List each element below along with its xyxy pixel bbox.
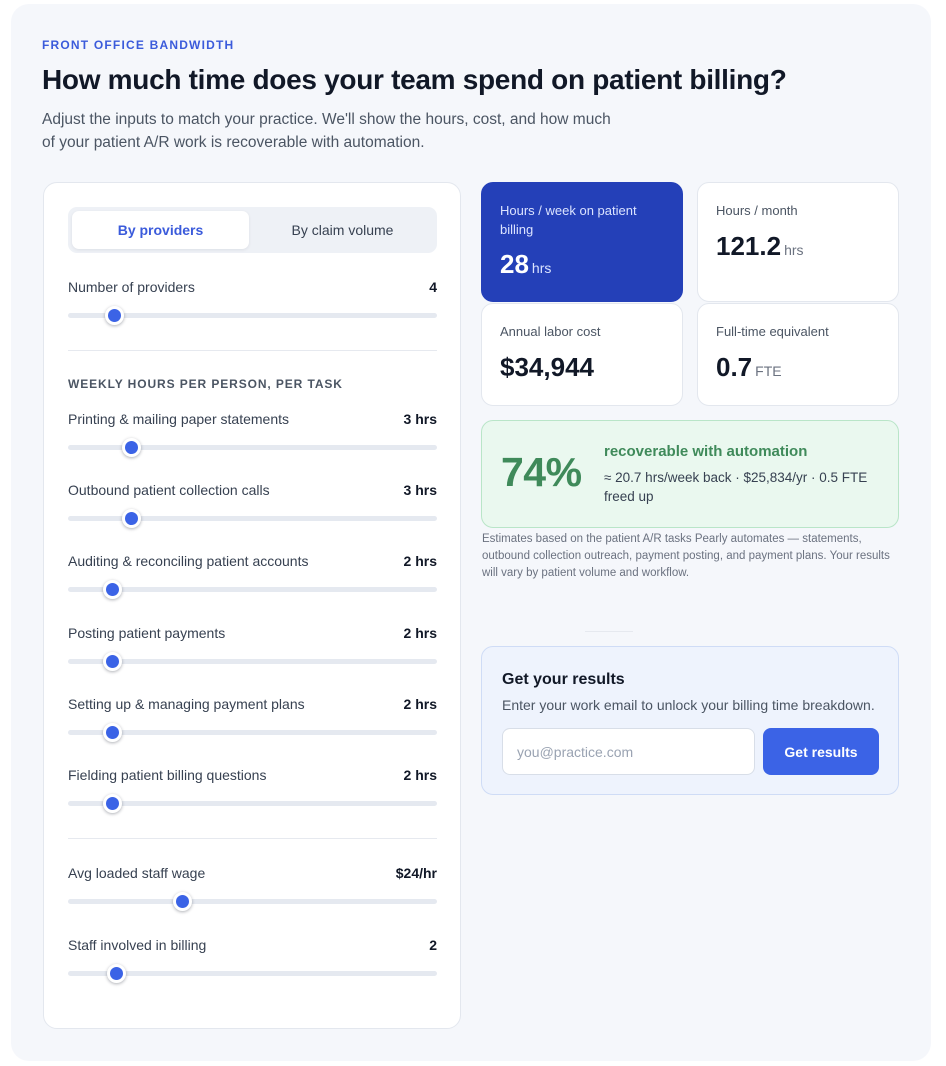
task-label: Outbound patient collection calls: [68, 482, 270, 498]
get-results-button[interactable]: Get results: [763, 728, 879, 775]
recoverable-detail: ≈ 20.7 hrs/week back · $25,834/yr · 0.5 …: [604, 470, 868, 504]
wage-slider-track[interactable]: [68, 899, 437, 904]
estimate-footnote: Estimates based on the patient A/R tasks…: [482, 533, 890, 579]
hours-week-value: 28 hrs: [500, 249, 552, 279]
labor-cost-card: Annual labor cost $34,944: [481, 303, 683, 406]
hours-week-card: Hours / week on patient billing 28 hrs: [481, 182, 683, 302]
task-label: Setting up & managing payment plans: [68, 696, 305, 712]
labor-cost-value: $34,944: [500, 352, 594, 382]
providers-slider-thumb[interactable]: [105, 306, 125, 325]
recoverable-percent: 74%: [501, 449, 582, 495]
task-value: 2 hrs: [403, 767, 437, 783]
staff-row: Staff involved in billing 2: [68, 937, 437, 983]
task-label: Posting patient payments: [68, 625, 226, 641]
task-slider-track[interactable]: [68, 516, 437, 521]
recoverable-heading: recoverable with automation: [604, 443, 808, 460]
staff-slider-track[interactable]: [68, 971, 437, 976]
fte-card: Full-time equivalent 0.7 FTE: [697, 303, 899, 406]
wage-row: Avg loaded staff wage $24/hr: [68, 865, 437, 911]
providers-value: 4: [429, 279, 437, 295]
task-slider-track[interactable]: [68, 445, 437, 450]
fte-value: 0.7 FTE: [716, 352, 782, 382]
divider: [68, 350, 437, 351]
calculator-page: FRONT OFFICE BANDWIDTH How much time doe…: [11, 4, 931, 1061]
task-slider-track[interactable]: [68, 587, 437, 592]
providers-slider-track[interactable]: [68, 313, 437, 318]
mode-tabs: By providers By claim volume: [68, 207, 437, 253]
email-input[interactable]: [502, 728, 755, 775]
wage-slider-thumb[interactable]: [173, 892, 193, 911]
task-slider-track[interactable]: [68, 801, 437, 806]
hours-month-card: Hours / month 121.2 hrs: [697, 182, 899, 302]
wage-label: Avg loaded staff wage: [68, 865, 206, 881]
fte-label: Full-time equivalent: [716, 324, 829, 339]
task-row: Printing & mailing paper statements 3 hr…: [68, 411, 437, 457]
tasks-heading: WEEKLY HOURS PER PERSON, PER TASK: [68, 377, 343, 391]
page-subtitle: Adjust the inputs to match your practice…: [42, 111, 611, 151]
task-slider-thumb[interactable]: [103, 580, 123, 599]
hours-week-unit: hrs: [531, 260, 552, 276]
task-slider-track[interactable]: [68, 659, 437, 664]
results-title: Get your results: [502, 671, 625, 688]
providers-label: Number of providers: [68, 279, 195, 295]
wage-value: $24/hr: [395, 865, 437, 881]
eyebrow: FRONT OFFICE BANDWIDTH: [42, 38, 235, 52]
page-title: How much time does your team spend on pa…: [42, 64, 787, 95]
task-label: Printing & mailing paper statements: [68, 411, 289, 427]
task-row: Posting patient payments 2 hrs: [68, 625, 437, 671]
task-row: Setting up & managing payment plans 2 hr…: [68, 696, 437, 742]
task-value: 3 hrs: [403, 482, 437, 498]
recoverable-card: 74% recoverable with automation ≈ 20.7 h…: [481, 420, 899, 528]
task-label: Fielding patient billing questions: [68, 767, 267, 783]
results-subtitle: Enter your work email to unlock your bil…: [502, 697, 875, 713]
staff-slider-thumb[interactable]: [106, 964, 126, 983]
divider: [585, 631, 633, 632]
tab-by-claim-volume[interactable]: By claim volume: [291, 222, 394, 238]
task-row: Auditing & reconciling patient accounts …: [68, 553, 437, 599]
tab-by-providers[interactable]: By providers: [72, 211, 249, 249]
hours-month-unit: hrs: [784, 242, 804, 258]
hours-week-label: Hours / week on patient billing: [500, 203, 637, 237]
results-form: Get your results Enter your work email t…: [481, 646, 899, 795]
task-value: 2 hrs: [403, 625, 437, 641]
task-label: Auditing & reconciling patient accounts: [68, 553, 309, 569]
fte-unit: FTE: [755, 363, 782, 379]
task-row: Fielding patient billing questions 2 hrs: [68, 767, 437, 813]
inputs-panel: By providers By claim volume Number of p…: [43, 182, 461, 1029]
task-value: 3 hrs: [403, 411, 437, 427]
labor-cost-label: Annual labor cost: [500, 324, 601, 339]
task-row: Outbound patient collection calls 3 hrs: [68, 482, 437, 528]
task-slider-thumb[interactable]: [103, 794, 123, 813]
staff-value: 2: [429, 937, 437, 953]
task-slider-track[interactable]: [68, 730, 437, 735]
task-value: 2 hrs: [403, 553, 437, 569]
task-value: 2 hrs: [403, 696, 437, 712]
providers-row: Number of providers 4: [68, 279, 437, 325]
divider: [68, 838, 437, 839]
task-slider-thumb[interactable]: [121, 438, 141, 457]
staff-label: Staff involved in billing: [68, 937, 207, 953]
task-slider-thumb[interactable]: [103, 652, 123, 671]
hours-month-value: 121.2 hrs: [716, 231, 804, 261]
task-slider-thumb[interactable]: [121, 509, 141, 528]
task-slider-thumb[interactable]: [103, 723, 123, 742]
hours-month-label: Hours / month: [716, 203, 798, 218]
